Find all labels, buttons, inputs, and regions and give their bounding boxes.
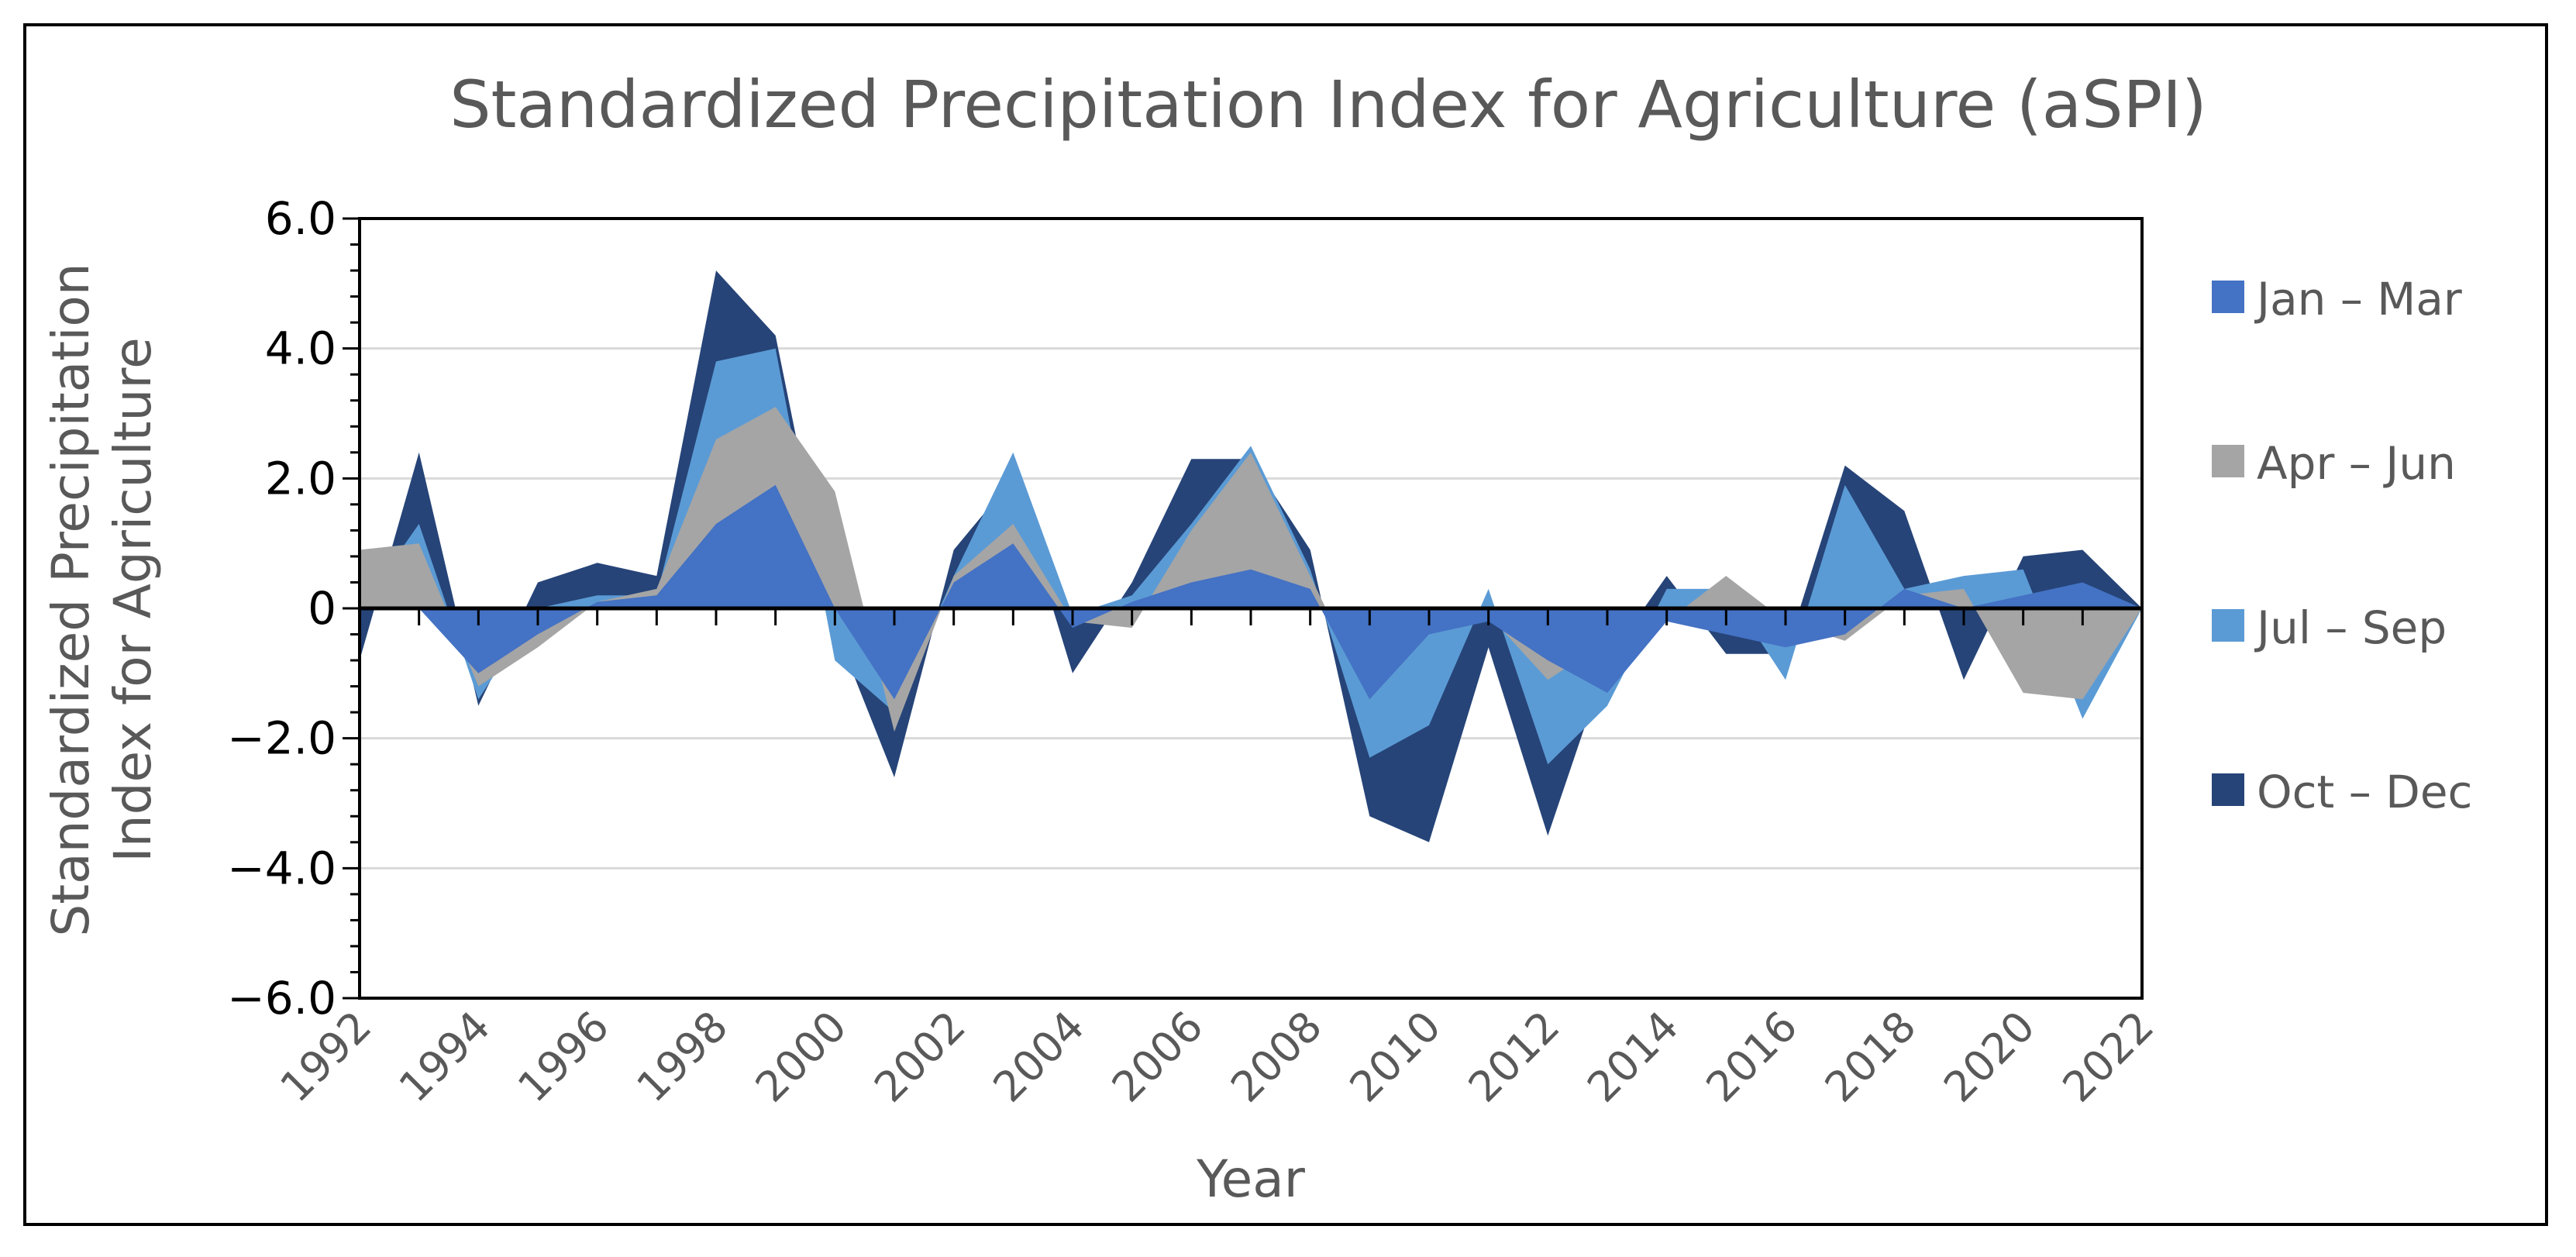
legend-label: Jan – Mar [2254, 273, 2462, 325]
x-tick-label: 2016 [1696, 1002, 1806, 1112]
y-axis-label-line-1: Standardized Precipitation [41, 263, 101, 936]
y-tick-label: 6.0 [265, 192, 336, 245]
chart-svg: Standardized Precipitation Index for Agr… [41, 67, 2472, 1209]
y-tick-label: 2.0 [265, 452, 336, 505]
x-tick-label: 2014 [1578, 1002, 1688, 1112]
x-tick-label: 2022 [2053, 1002, 2163, 1112]
y-axis-label: Standardized Precipitation Index for Agr… [41, 263, 163, 936]
y-tick-label: −6.0 [227, 972, 336, 1025]
legend-swatch [2212, 445, 2244, 477]
x-tick-label: 2000 [746, 1002, 856, 1112]
legend-label: Apr – Jun [2257, 437, 2456, 490]
area-series [360, 270, 2142, 842]
chart-frame: Standardized Precipitation Index for Agr… [23, 23, 2548, 1226]
legend-swatch [2212, 773, 2244, 806]
y-tick-label: 4.0 [265, 322, 336, 375]
area-series-3 [360, 484, 2142, 700]
x-tick-label: 2010 [1340, 1002, 1450, 1112]
x-tick-label: 2008 [1221, 1002, 1331, 1112]
x-tick-label: 1998 [627, 1002, 737, 1112]
y-tick-label: 0 [308, 582, 336, 635]
chart-title: Standardized Precipitation Index for Agr… [449, 67, 2207, 143]
x-tick-label: 2006 [1103, 1002, 1213, 1112]
y-tick-label: −2.0 [227, 712, 336, 765]
legend-swatch [2212, 281, 2244, 313]
x-tick-label: 2002 [865, 1002, 975, 1112]
x-tick-label: 2004 [983, 1002, 1093, 1112]
x-tick-label: 1996 [508, 1002, 618, 1112]
x-tick-label: 2018 [1816, 1002, 1926, 1112]
legend-label: Jul – Sep [2254, 601, 2447, 654]
y-axis-label-line-2: Index for Agriculture [103, 337, 163, 862]
x-axis-label: Year [1196, 1149, 1306, 1209]
area-series-2 [360, 407, 2142, 732]
y-tick-label: −4.0 [227, 842, 336, 894]
legend-swatch [2212, 609, 2244, 642]
x-tick-label: 2012 [1459, 1002, 1569, 1112]
axes [343, 217, 2144, 1000]
x-tick-labels: 1992 1994 1996 1998 2000 2002 2004 2006 2008 2010… [270, 1002, 2163, 1112]
x-tick-label: 1994 [390, 1002, 500, 1112]
x-tick-label: 2020 [1934, 1002, 2044, 1112]
legend: Jan – Mar Apr – Jun Jul – Sep Oct – Dec [2212, 273, 2472, 818]
legend-label: Oct – Dec [2257, 766, 2472, 818]
y-tick-labels: 6.0 4.0 2.0 0 −2.0 −4.0 −6.0 [227, 192, 336, 1025]
